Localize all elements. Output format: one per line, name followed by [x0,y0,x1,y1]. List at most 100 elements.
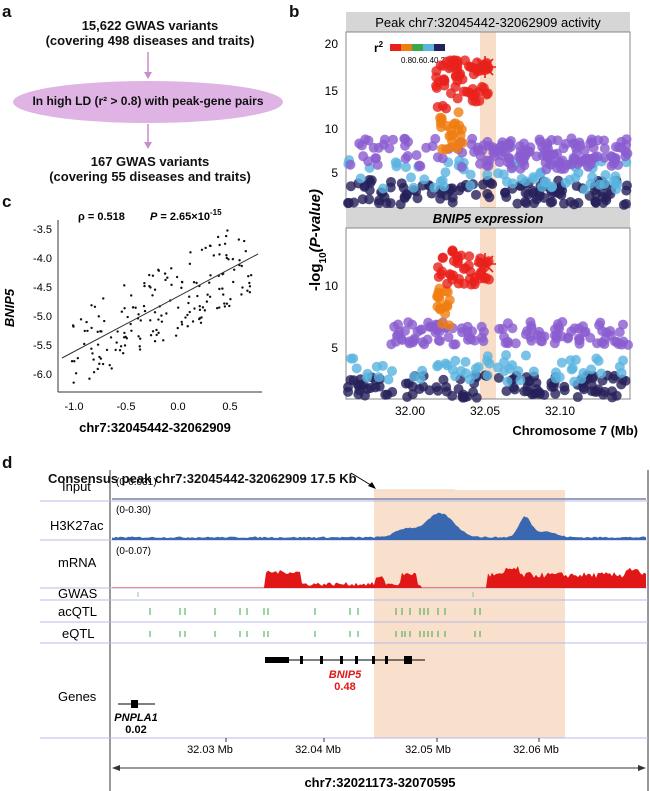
snp-point [460,356,471,367]
snp-point [622,148,633,159]
flow-middle-text: In high LD (r² > 0.8) with peak-gene pai… [32,94,264,108]
c-point [198,305,201,308]
c-point [151,294,154,297]
snp-point [470,96,481,107]
c-point [160,320,164,323]
c-point [116,330,119,333]
c-point [200,248,204,251]
c-point [232,280,235,284]
snp-point [556,357,567,368]
c-point [131,306,135,309]
snp-point [387,366,398,377]
c-point [209,274,212,277]
snp-point [501,386,512,397]
snp-point [594,179,605,190]
c-point [103,319,106,323]
snp-point [520,350,531,361]
c-point [175,275,179,279]
snp-point [440,167,451,178]
panel-label-a: a [2,2,12,21]
snp-point [356,140,367,151]
bottom-yaxis: 10 5 [325,279,339,355]
snp-point [441,190,452,201]
flow-arrowhead-2 [144,142,152,149]
snp-point [493,372,504,383]
c-point [176,326,179,330]
snp-point [359,390,370,401]
snp-point [447,197,458,208]
c-point [148,273,151,277]
snp-point [465,180,476,191]
snp-point [527,185,538,196]
c-point [155,333,158,337]
c-ytick-0: -3.5 [33,224,52,236]
c-point [101,362,105,366]
c-ytick-1: -4.0 [33,253,52,265]
c-points [70,229,253,384]
bottom-plot-title: BNIP5 expression [433,211,544,226]
mrna-signal [112,566,646,588]
c-point [72,325,75,328]
c-point [247,275,250,278]
c-point [186,325,189,328]
snp-point [570,354,581,365]
snp-point [450,371,461,382]
snp-point [433,335,444,346]
snp-point [592,338,603,349]
snp-point [610,171,621,182]
snp-point [431,382,442,393]
snp-point [412,326,423,337]
c-point [238,259,241,262]
snp-point [465,169,476,180]
snp-point [578,382,589,393]
legend-swatch [390,44,401,51]
legend-swatch [412,44,423,51]
snp-point [497,323,508,334]
snp-point [439,75,450,86]
snp-point [539,389,550,400]
input-signal [112,498,646,500]
acqtl-marks [149,608,481,615]
snp-point [396,178,407,189]
track-label-mrna: mRNA [58,555,97,570]
snp-point [616,136,627,147]
c-point [206,293,209,296]
genomic-xtick-2: 32.05 Mb [405,744,451,756]
snp-point [463,331,474,342]
snp-point [400,162,411,173]
snp-point [478,336,489,347]
snp-point [531,151,542,162]
c-point [227,258,230,261]
c-point [246,289,249,292]
panel-label-c: c [2,192,12,211]
gene-pnpla1: PNPLA1 0.02 [114,700,158,736]
snp-point [480,272,491,283]
snp-point [507,178,518,189]
c-point [93,305,97,308]
consensus-peak-label: Consensus peak chr7:32045442-32062909 17… [48,471,357,486]
snp-point [477,145,488,156]
genomic-axis-ticks [225,738,540,742]
snp-point [450,81,461,92]
snp-point [431,80,442,91]
c-point [191,320,195,323]
snp-point [452,93,463,104]
c-point [228,304,231,308]
gene-bnip5-score: 0.48 [334,681,355,693]
snp-point [408,182,419,193]
snp-point [370,382,381,393]
snp-point [415,373,426,384]
snp-point [574,137,585,148]
c-point [187,301,190,305]
c-point [137,335,140,338]
c-point [186,313,189,317]
legend-tick-2: 0.4 [423,56,435,65]
c-point [121,352,125,355]
track-label-input: Input [62,479,91,494]
snp-point [401,190,412,201]
c-point [115,341,118,344]
snp-point [488,147,499,158]
c-point [149,333,153,337]
gene-pnpla1-score: 0.02 [125,724,146,736]
c-point [138,337,142,340]
